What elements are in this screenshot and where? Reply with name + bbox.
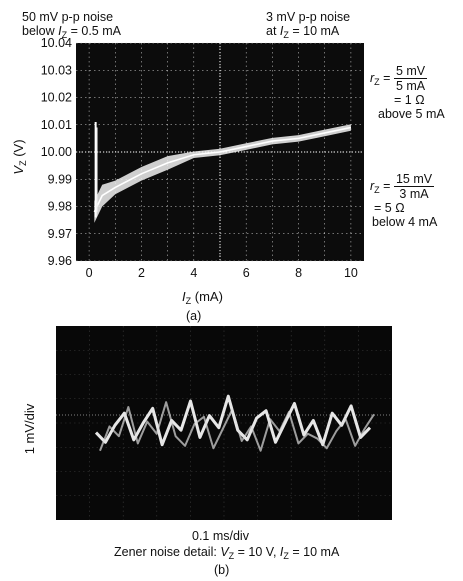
x-axis-label: IZ (mA) <box>182 290 223 308</box>
rz-sub: Z <box>374 184 380 195</box>
rz-note: above 5 mA <box>378 107 445 121</box>
rz-var: r <box>370 178 375 193</box>
detail-sub: Z <box>228 551 235 561</box>
annotation-line: 3 mV p-p noise <box>266 10 351 24</box>
x-tick-label: 2 <box>138 266 145 280</box>
rz-eq: = <box>383 70 391 85</box>
y-tick-label: 9.96 <box>48 254 72 268</box>
annotation-text: below <box>22 24 59 38</box>
y-tick-label: 9.98 <box>48 200 72 214</box>
rz-formula: rZ = 15 mV 3 mA <box>370 172 462 201</box>
detail-sub: Z <box>283 551 289 561</box>
annotation-sub: Z <box>61 30 68 40</box>
annotation-text: at <box>266 24 280 38</box>
x-axis-sub: Z <box>185 296 192 306</box>
annotation-low-current-noise: 50 mV p-p noise below IZ = 0.5 mA <box>22 10 121 42</box>
rz-numerator: 5 mV <box>393 64 428 79</box>
annotation-var: I <box>58 24 62 38</box>
annotation-var: I <box>279 24 284 38</box>
panel-b-x-label: 0.1 ms/div <box>192 529 249 543</box>
y-tick-label: 10.03 <box>41 63 72 77</box>
x-tick-label: 4 <box>190 266 197 280</box>
y-tick-label: 9.99 <box>48 172 72 186</box>
panel-a-chart: 10.04 10.03 10.02 10.01 10.00 9.99 9.98 9.97 9.9… <box>41 36 364 280</box>
x-tick-label: 6 <box>243 266 250 280</box>
x-axis-var: I <box>182 289 186 304</box>
detail-var: I <box>279 545 284 559</box>
vz-trace <box>93 126 352 213</box>
rz-note: below 4 mA <box>372 215 438 229</box>
annotation-high-current-noise: 3 mV p-p noise at IZ = 10 mA <box>266 10 350 42</box>
y-tick-label: 10.04 <box>41 36 72 50</box>
rz-annotation-high: rZ = 5 mV 5 mA = 1 Ω above 5 mA <box>370 64 462 121</box>
annotation-line: below IZ = 0.5 mA <box>22 24 121 42</box>
x-tick-label: 10 <box>344 266 358 280</box>
detail-mid: = 10 V, <box>234 545 280 559</box>
annotation-line: at IZ = 10 mA <box>266 24 350 42</box>
annotation-line: 50 mV p-p noise <box>22 10 114 24</box>
noise-trace-smear <box>99 401 375 452</box>
panel-b-oscilloscope <box>56 326 392 520</box>
rz-numerator: 15 mV <box>393 172 435 187</box>
rz-eq: = <box>383 178 391 193</box>
panel-b-detail: Zener noise detail: VZ = 10 V, IZ = 10 m… <box>114 545 339 563</box>
x-axis-unit: (mA) <box>191 289 223 304</box>
rz-result: = 5 Ω <box>374 201 405 215</box>
rz-result: = 1 Ω <box>394 93 425 107</box>
y-tick-label: 10.00 <box>41 145 72 159</box>
y-tick-label: 10.02 <box>41 91 72 105</box>
detail-end: = 10 mA <box>288 545 340 559</box>
noise-band <box>94 124 351 223</box>
rz-sub: Z <box>374 76 380 87</box>
detail-prefix: Zener noise detail: <box>114 545 221 559</box>
detail-var: V <box>220 545 229 559</box>
annotation-sub: Z <box>283 30 289 40</box>
x-tick-label: 0 <box>86 266 93 280</box>
annotation-text: = 10 mA <box>288 24 340 38</box>
rz-denominator: 5 mA <box>395 79 426 93</box>
rz-annotation-low: rZ = 15 mV 3 mA = 5 Ω below 4 mA <box>370 172 462 229</box>
rz-fraction: 15 mV 3 mA <box>393 172 435 201</box>
caption-b: (b) <box>214 563 230 577</box>
y-tick-label: 9.97 <box>48 227 72 241</box>
caption-a: (a) <box>186 309 202 323</box>
annotation-text: = 0.5 mA <box>67 24 121 38</box>
rz-var: r <box>370 70 375 85</box>
rz-formula: rZ = 5 mV 5 mA <box>370 64 462 93</box>
rz-fraction: 5 mV 5 mA <box>393 64 428 93</box>
x-tick-label: 8 <box>295 266 302 280</box>
y-tick-label: 10.01 <box>41 118 72 132</box>
rz-denominator: 3 mA <box>399 187 429 201</box>
